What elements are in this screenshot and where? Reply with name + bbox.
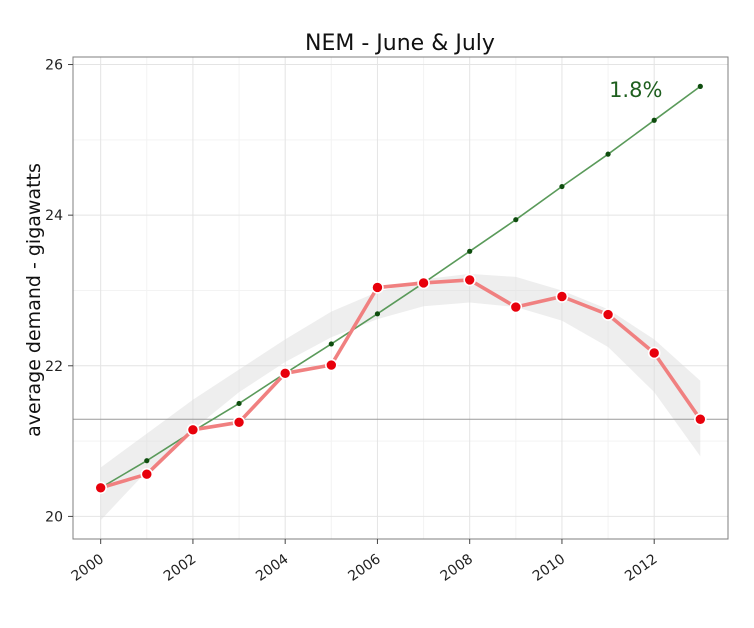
trend-line [100,85,701,489]
actual-point [94,481,107,495]
x-tick-label: 2006 [345,551,383,585]
growth-annotation: 1.8% [609,78,662,102]
trend-point [697,83,703,89]
actual-point [325,358,338,372]
panel-border [72,56,729,540]
actual-point [647,346,661,360]
chart-title: NEM - June & July [305,31,495,56]
actual-point [509,300,523,314]
x-tick-label: 2010 [530,551,568,585]
y-tick-label: 24 [45,208,63,224]
x-tick-label: 2000 [69,551,107,585]
x-tick-label: 2012 [622,551,660,585]
trend-point [144,458,150,464]
trend-point [236,400,242,407]
y-tick-label: 20 [45,509,63,525]
actual-point [555,290,569,303]
actual-line [100,278,702,490]
series-lines [100,85,702,490]
actual-point [232,415,246,429]
actual-point [140,467,154,481]
actual-point [371,281,384,294]
actual-point [417,276,430,290]
x-tick-label: 2004 [253,551,291,585]
y-axis-label: average demand - gigawatts [23,163,45,437]
series-points [94,83,707,495]
smooth-confidence-band [100,273,701,521]
trend-point [559,183,565,190]
trend-point [374,311,381,317]
actual-point [694,412,707,426]
x-tick-label: 2002 [161,551,199,585]
actual-point [278,367,292,380]
trend-point [328,341,334,347]
actual-point [601,308,615,321]
trend-point [467,248,473,254]
y-tick-label: 26 [45,58,63,74]
trend-point [605,151,611,157]
actual-point [186,423,200,437]
confidence-band [100,273,701,521]
trend-point [513,217,519,223]
y-tick-label: 22 [45,359,63,375]
trend-point [651,117,657,123]
actual-point [463,273,476,287]
x-tick-label: 2008 [438,551,476,585]
